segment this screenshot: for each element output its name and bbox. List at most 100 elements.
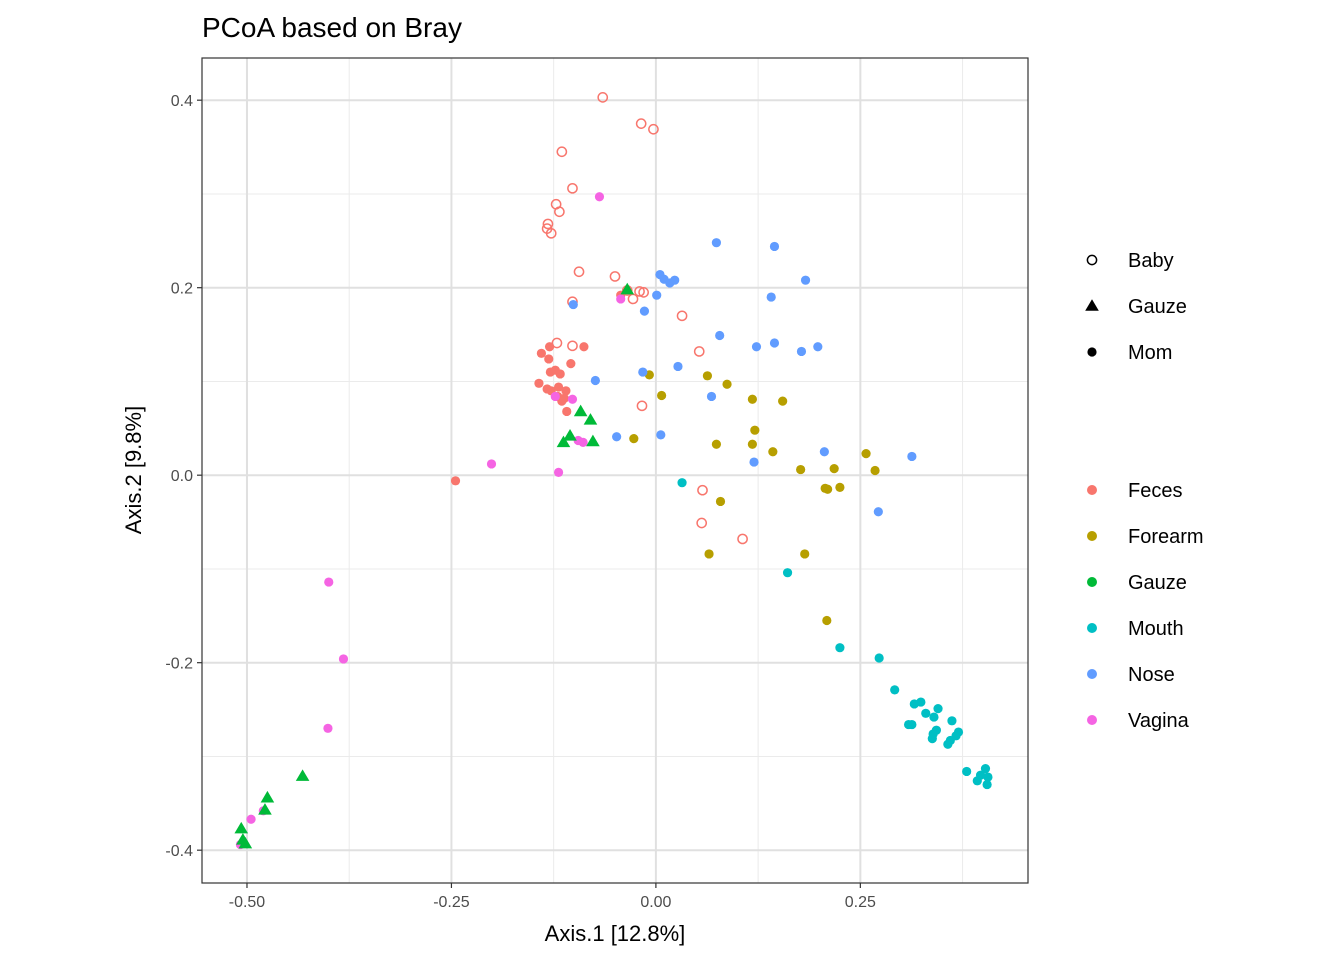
point-feces-baby — [567, 340, 578, 352]
point-mouth-mom — [874, 653, 884, 663]
point-nose-mom — [800, 275, 811, 285]
x-axis-ticks: -0.50 -0.25 0.00 0.25 — [229, 883, 876, 911]
grid-major — [202, 58, 1028, 883]
point-forearm-mom — [704, 549, 714, 559]
legend-label-mouth-color: Mouth — [1128, 618, 1184, 640]
legend-key-mouth-color — [1087, 623, 1097, 633]
point-mouth-mom — [947, 716, 957, 726]
point-gauze-gauze — [573, 404, 588, 417]
point-feces-baby — [554, 206, 565, 218]
point-nose-mom — [665, 278, 675, 288]
point-nose-mom — [769, 338, 780, 348]
point-nose-mom — [612, 432, 622, 442]
point-vagina-mom — [486, 459, 497, 469]
point-feces-mom — [544, 342, 555, 352]
point-feces-mom — [579, 342, 589, 352]
point-gauze-gauze — [556, 435, 571, 448]
y-tick-label: 0.4 — [171, 93, 193, 110]
point-mouth-mom — [927, 734, 937, 744]
point-nose-mom — [656, 430, 666, 440]
point-nose-mom — [639, 306, 650, 316]
legend-key-gauze-color — [1087, 577, 1097, 587]
legend-label-forearm-color: Forearm — [1128, 526, 1204, 548]
point-feces-mom — [566, 359, 576, 369]
point-nose-mom — [813, 342, 823, 352]
point-nose-mom — [766, 292, 776, 302]
point-feces-baby — [627, 293, 639, 305]
point-forearm-mom — [747, 394, 757, 404]
y-tick-label: 0.0 — [171, 468, 193, 485]
point-gauze-gauze — [563, 429, 577, 441]
point-forearm-mom — [835, 482, 845, 492]
point-mouth-mom — [921, 708, 931, 718]
point-mouth-mom — [835, 643, 845, 653]
point-feces-baby — [693, 346, 705, 357]
point-forearm-mom — [861, 449, 871, 459]
point-mouth-mom — [962, 766, 972, 777]
point-feces-mom — [534, 378, 544, 388]
point-forearm-mom — [870, 465, 880, 476]
point-feces-baby — [737, 533, 748, 545]
point-nose-mom — [711, 238, 722, 248]
point-forearm-mom — [711, 439, 722, 449]
legend-label-baby: Baby — [1128, 250, 1174, 272]
x-tick-label: -0.50 — [229, 894, 266, 911]
point-mouth-mom — [933, 704, 943, 714]
point-forearm-mom — [822, 615, 832, 626]
point-feces-baby — [638, 287, 649, 298]
point-mouth-mom — [929, 712, 939, 722]
point-vagina-mom — [616, 294, 626, 304]
point-feces-baby — [609, 271, 621, 282]
point-feces-baby — [542, 218, 554, 230]
legend-key-forearm-color — [1087, 531, 1097, 541]
point-gauze-gauze — [295, 769, 310, 781]
plot-background — [202, 58, 1028, 883]
point-nose-mom — [751, 342, 762, 352]
point-feces-baby — [597, 92, 609, 103]
point-forearm-mom — [778, 396, 788, 406]
legend-key-baby — [1086, 254, 1098, 266]
point-feces-mom — [555, 369, 565, 379]
point-feces-baby — [635, 118, 647, 129]
point-forearm-mom — [823, 484, 833, 494]
point-forearm-mom — [702, 371, 713, 381]
shape-legend: Baby Gauze Mom — [1085, 250, 1187, 364]
point-nose-mom — [652, 290, 662, 300]
legend-key-feces-color — [1087, 485, 1097, 495]
y-tick-label: 0.2 — [171, 281, 193, 298]
legend-label-feces-color: Feces — [1128, 480, 1182, 502]
point-nose-mom — [796, 346, 807, 357]
point-feces-mom — [553, 382, 564, 392]
x-tick-label: 0.00 — [640, 894, 671, 911]
point-forearm-mom — [715, 496, 726, 507]
point-nose-mom — [749, 457, 759, 467]
x-tick-label: 0.25 — [845, 894, 876, 911]
legend-label-gauze: Gauze — [1128, 296, 1187, 318]
point-nose-mom — [769, 241, 780, 252]
point-vagina-mom — [578, 437, 588, 447]
y-tick-label: -0.2 — [165, 656, 193, 673]
point-forearm-mom — [657, 390, 667, 401]
point-feces-mom — [536, 348, 546, 358]
legend-key-gauze — [1085, 299, 1099, 311]
point-forearm-mom — [768, 447, 778, 457]
point-nose-mom — [873, 507, 883, 517]
point-feces-baby — [648, 123, 659, 135]
point-vagina-mom — [324, 577, 334, 587]
point-mouth-mom — [782, 568, 793, 578]
point-nose-mom — [706, 391, 717, 402]
point-vagina-mom — [594, 192, 605, 202]
point-feces-mom — [450, 476, 461, 486]
point-feces-baby — [636, 400, 648, 412]
point-gauze-gauze — [620, 282, 635, 295]
point-vagina-mom — [323, 723, 333, 733]
point-gauze-gauze — [586, 434, 600, 447]
point-gauze-gauze — [260, 790, 275, 803]
point-vagina-mom — [338, 654, 349, 664]
point-feces-mom — [557, 396, 567, 406]
point-forearm-mom — [796, 464, 806, 475]
point-feces-baby — [545, 227, 557, 239]
y-tick-label: -0.4 — [165, 843, 193, 860]
grid-minor — [202, 58, 1028, 883]
